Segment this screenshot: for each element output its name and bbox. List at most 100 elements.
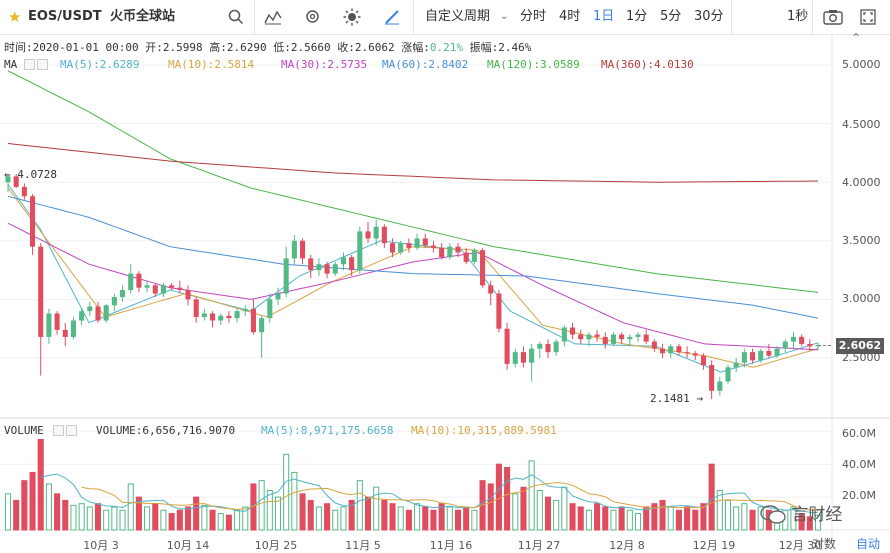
ma60-legend: MA(60):2.8402 [382,58,469,71]
volume-close-icon[interactable] [66,425,77,436]
candle-body [709,365,715,391]
period-tab-1d[interactable]: 1日 [593,9,615,24]
ma-line-ma30 [7,222,819,351]
volume-bar [160,509,167,531]
candle-body [610,334,616,344]
watermark-text: 言财经 [791,505,843,525]
fullscreen-icon[interactable] [859,0,877,34]
watermark: 言财经 [760,500,842,526]
volume-legend-label: VOLUME [4,424,44,437]
volume-bar [692,509,699,531]
candle-body [275,293,281,300]
candle-body [676,346,682,353]
volume-bar [373,486,380,531]
candle-body [488,285,494,294]
auto-scale-button[interactable]: 自动 [856,537,881,551]
volume-bar [675,509,682,531]
period-tab-1m[interactable]: 1分 [626,9,648,24]
volume-bar [209,509,216,531]
candle-body [5,176,11,183]
axis-collapse-icon[interactable]: ⌃ [851,31,862,45]
period-tab-5m[interactable]: 5分 [660,9,682,24]
price-tick: 4.0000 [842,176,881,189]
volume-bar [610,509,617,531]
candle-body [300,240,306,259]
candle-body [357,231,363,271]
x-tick: 12月 8 [609,539,645,552]
volume-bar [324,503,331,531]
volume-bar [184,506,192,531]
volume-bar [790,506,797,531]
volume-bar [340,506,347,531]
candle-body [439,247,445,258]
chevron-down-icon[interactable]: ⌄ [500,11,509,22]
search-icon[interactable] [228,0,244,34]
log-scale-button[interactable]: 对数 [812,537,837,551]
x-tick: 10月 25 [254,539,298,552]
amplitude-value: 2.46% [498,41,532,54]
candle-body [201,313,207,317]
ma-close-icon[interactable] [37,59,48,70]
volume-bar [274,496,282,531]
candle-body [750,352,756,361]
candle-body [283,258,289,294]
candle-body [185,290,191,300]
candle-body [267,299,273,319]
volume-bar [152,503,159,531]
ma-eye-icon[interactable] [24,59,35,70]
volume-bar [446,506,453,531]
candle-body [651,341,657,349]
candle-body [463,252,469,262]
candle-body [365,231,371,239]
volume-bar [463,506,470,531]
candle-body [545,343,551,353]
ma5-legend: MA(5):2.6289 [60,58,140,71]
settings-icon[interactable] [304,0,321,34]
candle-body [259,318,265,333]
volume-bar [225,514,232,531]
volume-eye-icon[interactable] [53,425,64,436]
candle-body [79,311,85,321]
candle-body [668,346,674,354]
volume-bar [806,516,813,531]
period-tab-1s[interactable]: 1秒 [787,9,809,24]
candle-body [766,350,772,356]
candle-body [504,328,510,364]
volume-bar [332,509,339,531]
close-value: 2.6062 [354,41,395,54]
ma-legend-label: MA [4,58,18,71]
candle-body [160,285,166,294]
candle-body [496,293,502,329]
toolbar-divider [731,0,732,34]
period-tab-timeline[interactable]: 分时 [520,9,547,24]
candle-body [447,246,453,258]
volume-bar [315,506,322,531]
period-tab-30m[interactable]: 30分 [694,9,724,24]
theme-icon[interactable] [343,0,361,34]
indicator-icon[interactable] [264,0,282,34]
draw-icon[interactable] [384,0,401,34]
custom-period-dropdown[interactable]: 自定义周期 [425,9,491,24]
candle-body [570,327,576,335]
candle-body [782,341,788,349]
candle-body [455,246,461,253]
candle-body [414,238,420,248]
high-value: 2.6290 [226,41,267,54]
candle-body [144,285,150,288]
volume-bar [348,499,355,531]
volume-bar [454,509,462,531]
volume-bar [708,463,715,531]
period-tab-4h[interactable]: 4时 [559,9,581,24]
candle-body [758,350,764,361]
volume-tick: 40.0M [842,458,876,471]
volume-bar [659,499,666,531]
volume-bar [201,504,208,531]
volume-bar [561,486,568,531]
volume-bar [814,514,822,531]
symbol-title[interactable]: EOS/USDT [28,9,102,24]
candle-body [627,336,633,340]
camera-icon[interactable] [823,0,843,34]
star-icon[interactable]: ★ [8,8,22,26]
volume-bar [585,509,592,531]
